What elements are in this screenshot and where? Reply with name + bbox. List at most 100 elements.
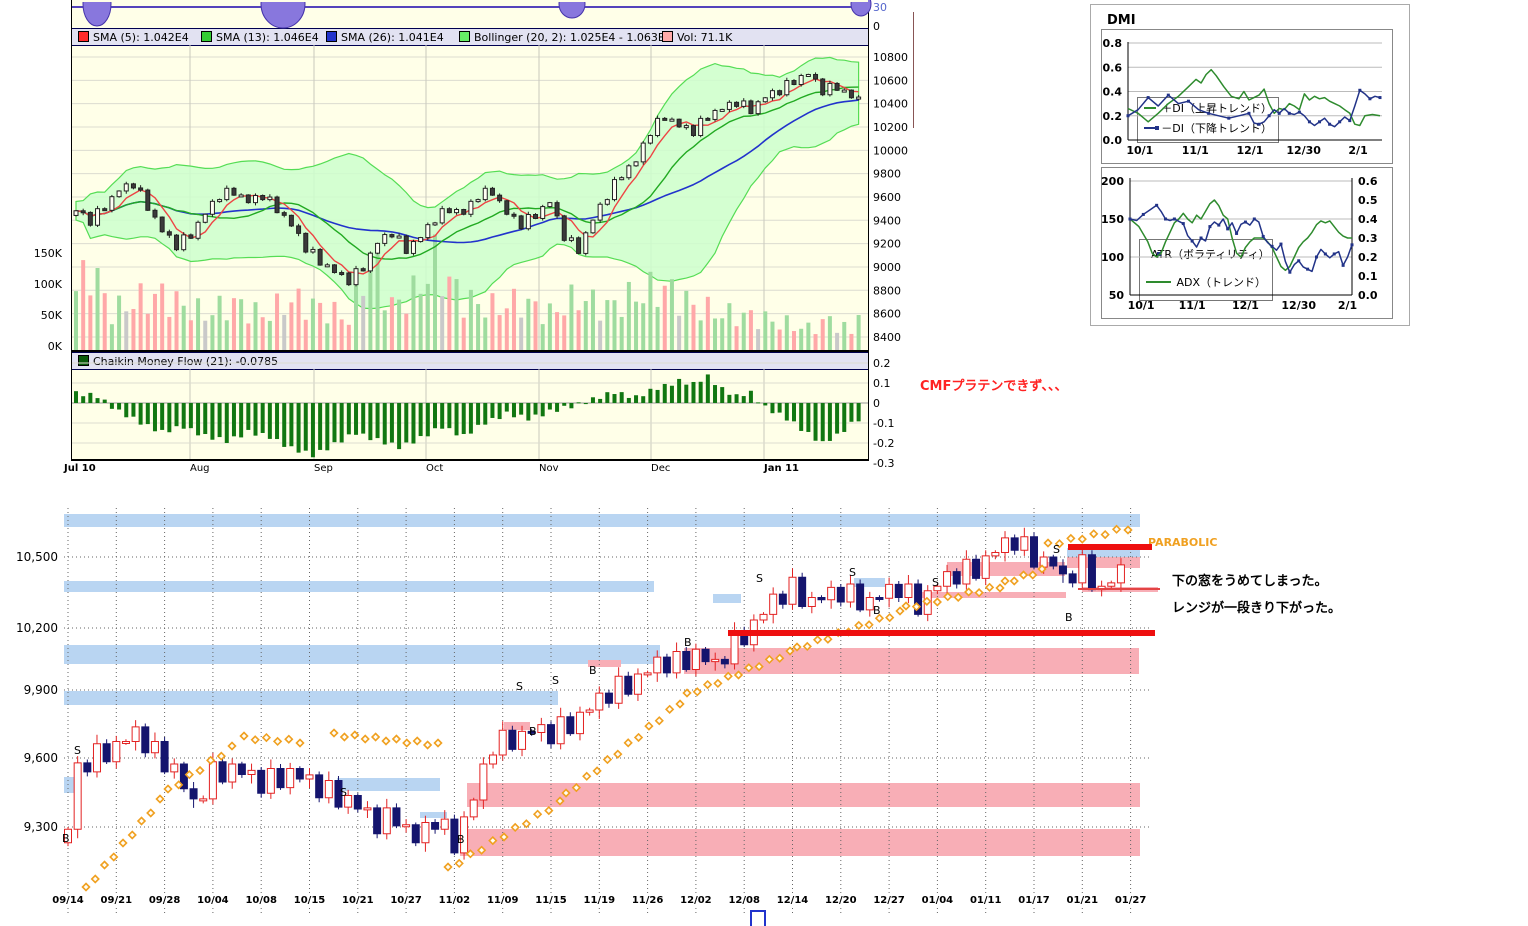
- candle-body: [698, 117, 704, 137]
- oscillator-blob: [82, 0, 112, 27]
- candle-body: [730, 630, 739, 665]
- volume-bar: [411, 275, 416, 350]
- candle-body: [1010, 537, 1019, 551]
- sar-dot: [644, 721, 654, 731]
- cmf-bar: [619, 392, 624, 403]
- minus-di-marker: [1247, 111, 1251, 115]
- sar-dot: [146, 808, 156, 818]
- volume-bar: [440, 296, 445, 350]
- minus-di-marker: [1166, 93, 1170, 97]
- cmf-bar: [713, 385, 718, 403]
- cmf-bar: [404, 403, 409, 443]
- band-pink: [504, 722, 530, 730]
- candle-body: [121, 741, 130, 744]
- candle-body: [865, 597, 874, 611]
- volume-bar: [792, 331, 796, 350]
- band-blue: [854, 578, 885, 587]
- bottom-y-axis-label: 9,600: [24, 751, 58, 765]
- candle-body: [174, 234, 180, 251]
- cmf-bar: [648, 388, 653, 403]
- cmf-bar: [188, 403, 193, 429]
- cmf-bar: [181, 403, 186, 429]
- candle-body: [820, 78, 826, 96]
- sar-dot: [895, 606, 905, 616]
- cmf-bar: [691, 381, 696, 403]
- cmf-annotation: CMFプラテンできず、、、: [920, 379, 1068, 394]
- sar-dot: [127, 830, 137, 840]
- volume-bar: [583, 301, 588, 350]
- candle-body: [1078, 554, 1087, 584]
- cmf-bar: [117, 403, 122, 410]
- cmf-bar: [433, 403, 437, 429]
- sar-dot: [555, 796, 565, 806]
- main-chart-legend-bar: SMA (5): 1.042E4 SMA (13): 1.046E4 SMA (…: [72, 28, 868, 46]
- candle-body: [418, 237, 424, 243]
- minus-di-marker: [1227, 116, 1231, 120]
- candle-body: [856, 583, 865, 611]
- candle-body: [411, 824, 420, 844]
- candle-body: [676, 118, 682, 128]
- sar-dot: [370, 732, 381, 742]
- bottom-note-1: 下の窓をうめてしまった。: [1172, 574, 1328, 589]
- cmf-bar: [569, 403, 574, 409]
- sar-dot: [953, 592, 963, 602]
- volume-bar: [669, 279, 674, 350]
- volume-bar: [648, 271, 653, 350]
- volume-bar: [361, 295, 366, 350]
- sar-dot: [984, 582, 995, 592]
- price-axis-label: 8600: [873, 308, 901, 321]
- candle-body: [633, 673, 642, 695]
- candle-body: [991, 552, 1000, 557]
- band-blue: [337, 778, 440, 791]
- volume-bar: [145, 313, 150, 350]
- candle-body: [266, 768, 275, 794]
- sma13-swatch-icon: [201, 31, 212, 42]
- volume-bar: [174, 291, 179, 350]
- band-pink: [922, 592, 1066, 598]
- sar-dot: [1054, 539, 1065, 549]
- cmf-bar: [641, 396, 646, 403]
- volume-bar: [131, 308, 136, 350]
- parabolic-label: PARABOLIC: [1148, 536, 1218, 549]
- cmf-bar: [289, 403, 294, 447]
- sar-dot: [1009, 576, 1019, 586]
- minus-di-marker: [1307, 120, 1311, 124]
- candle-body: [334, 780, 343, 808]
- cmf-bar: [504, 403, 509, 412]
- volume-bar: [842, 321, 847, 350]
- band-pink: [460, 829, 1140, 856]
- candle-body: [109, 196, 115, 211]
- sar-dot: [155, 794, 165, 804]
- bottom-x-axis-label: 10/27: [390, 895, 422, 906]
- bs-marker: S: [74, 744, 81, 757]
- candle-body: [310, 248, 316, 253]
- candle-body: [590, 219, 596, 234]
- atr-marker: [1217, 223, 1221, 227]
- main-chart-bottom-border: [71, 459, 869, 461]
- main-x-axis-label: Dec: [651, 463, 670, 474]
- volume-bar: [777, 329, 782, 350]
- candle-body: [566, 716, 575, 735]
- main-x-axis-label: Aug: [190, 463, 210, 474]
- volume-bar: [81, 260, 86, 350]
- candle-body: [209, 200, 215, 215]
- main-x-axis-label: Jul 10: [63, 463, 96, 474]
- cmf-bar: [368, 403, 373, 441]
- sar-dot: [1111, 524, 1122, 534]
- candle-body: [841, 89, 847, 93]
- sar-dot: [195, 765, 205, 776]
- cmf-bar: [555, 403, 560, 412]
- main-x-axis-label: Oct: [426, 463, 443, 474]
- cmf-bar: [382, 403, 387, 445]
- cmf-bar: [318, 403, 323, 450]
- volume-bar: [375, 251, 380, 350]
- cmf-bar: [490, 403, 495, 418]
- candle-body: [741, 100, 747, 107]
- sar-dot: [174, 780, 184, 790]
- volume-bar: [217, 295, 222, 350]
- candle-body: [683, 125, 689, 129]
- candle-body: [367, 252, 373, 272]
- cmf-bar: [160, 403, 165, 430]
- candle-body: [933, 585, 942, 592]
- candle-body: [382, 234, 388, 244]
